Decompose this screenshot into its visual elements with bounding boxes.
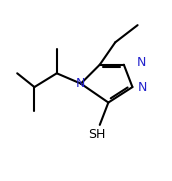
Text: N: N	[138, 81, 147, 94]
Text: SH: SH	[88, 128, 106, 141]
Text: N: N	[137, 56, 146, 69]
Text: N: N	[76, 77, 85, 90]
